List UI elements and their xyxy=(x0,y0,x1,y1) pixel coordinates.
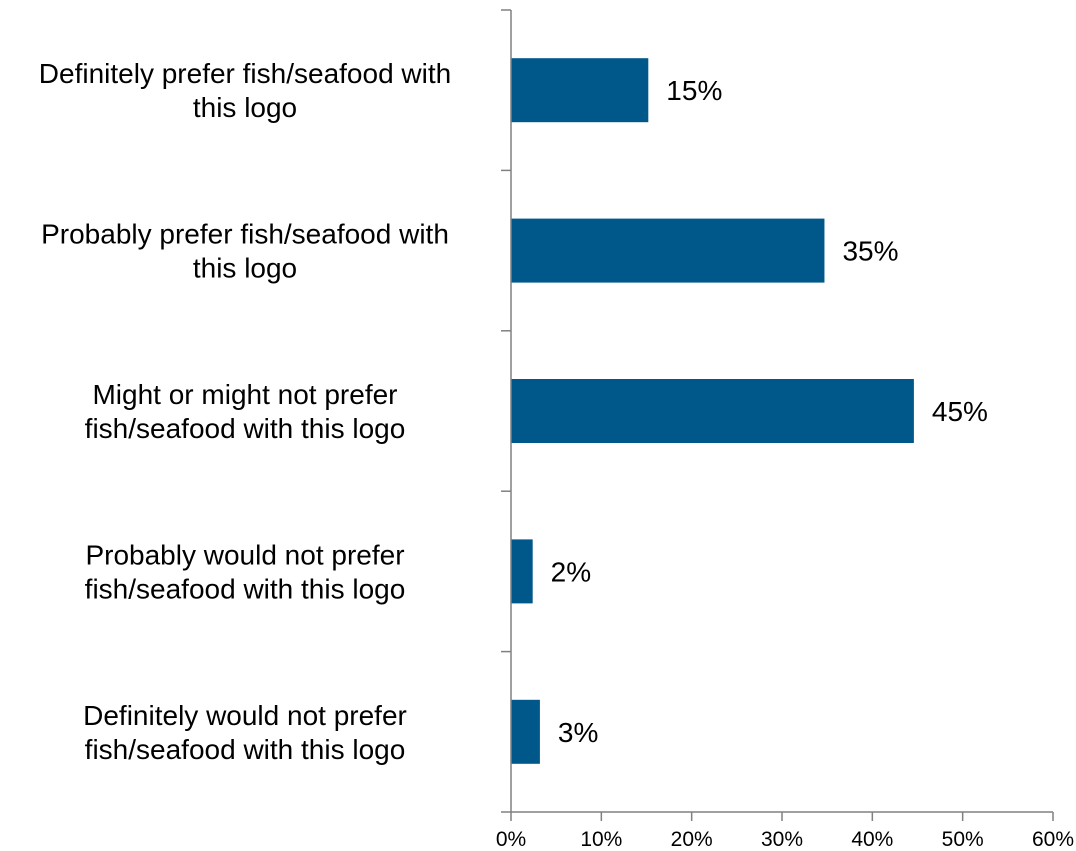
data-label: 35% xyxy=(842,236,898,267)
data-label: 2% xyxy=(551,556,591,587)
x-tick-label: 10% xyxy=(580,828,622,851)
category-label: Might or might not prefer fish/seafood wi… xyxy=(85,379,406,444)
data-label: 45% xyxy=(932,396,988,427)
category-label: Probably would not prefer fish/seafood wi… xyxy=(85,539,406,604)
category-label: Probably prefer fish/seafood with this lo… xyxy=(41,219,449,284)
data-label: 3% xyxy=(558,717,598,748)
bar xyxy=(511,218,825,283)
x-tick-label: 20% xyxy=(671,828,713,851)
x-axis-ticks: 0% 10% 20% 30% 40% 50% 60% xyxy=(496,812,1074,851)
bars xyxy=(511,58,914,764)
category-label: Definitely prefer fish/seafood with this … xyxy=(39,58,451,123)
x-tick-label: 30% xyxy=(761,828,803,851)
data-labels: 15% 35% 45% 2% 3% xyxy=(551,75,988,748)
x-tick-label: 0% xyxy=(496,828,526,851)
x-tick-label: 40% xyxy=(851,828,893,851)
x-tick-label: 60% xyxy=(1032,828,1074,851)
bar xyxy=(511,379,914,443)
category-axis-ticks xyxy=(501,9,511,813)
bar xyxy=(511,58,649,123)
category-labels: Definitely prefer fish/seafood with this … xyxy=(39,58,451,765)
x-tick-label: 50% xyxy=(942,828,984,851)
data-label: 15% xyxy=(666,75,722,106)
bar xyxy=(511,539,533,604)
bar xyxy=(511,699,540,764)
category-label: Definitely would not prefer fish/seafood … xyxy=(83,700,407,765)
